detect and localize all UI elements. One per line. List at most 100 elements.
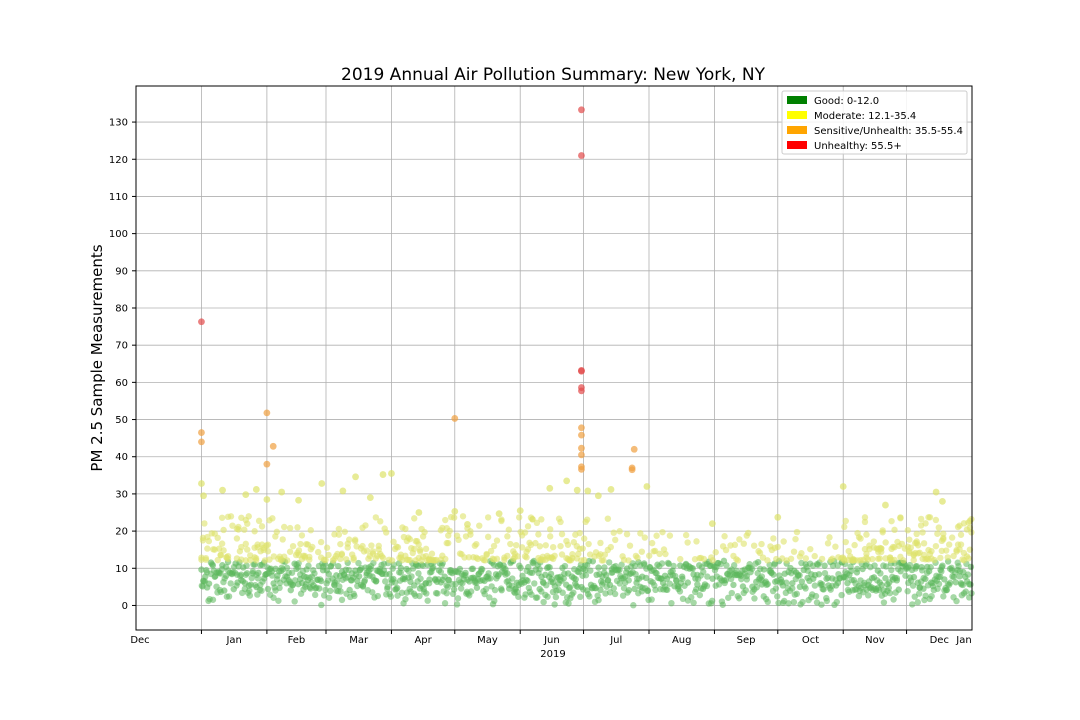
moderate-point [244, 546, 251, 553]
good-point [920, 585, 927, 592]
good-point [278, 567, 285, 575]
moderate-point [861, 514, 869, 521]
moderate-point [377, 518, 384, 525]
good-point [823, 575, 830, 582]
moderate-point [286, 524, 294, 532]
good-point [435, 567, 443, 574]
good-point [523, 576, 530, 584]
good-point [367, 565, 374, 573]
legend-swatch [787, 126, 807, 134]
good-point [848, 567, 855, 575]
good-point [967, 563, 975, 571]
moderate-point [220, 547, 227, 554]
y-tick-label: 60 [115, 378, 128, 389]
good-point [648, 596, 655, 603]
moderate-point [278, 488, 286, 496]
good-point [897, 568, 904, 575]
good-point [853, 569, 861, 576]
good-point [895, 586, 902, 593]
good-point [914, 579, 921, 586]
moderate-point [946, 541, 953, 548]
moderate-point [659, 528, 666, 536]
moderate-point [839, 483, 847, 490]
moderate-point [251, 528, 258, 535]
moderate-point [610, 529, 617, 536]
good-point [912, 563, 920, 570]
legend-label: Sensitive/Unhealth: 35.5-55.4 [814, 126, 963, 137]
moderate-point [335, 525, 343, 533]
moderate-point [891, 556, 898, 564]
moderate-point [445, 539, 452, 547]
good-point [652, 586, 659, 594]
good-point [270, 580, 277, 587]
moderate-point [323, 544, 331, 551]
moderate-point [495, 510, 503, 518]
moderate-point [914, 542, 922, 549]
moderate-point [906, 536, 913, 543]
good-point [276, 584, 283, 592]
good-point [540, 598, 547, 606]
good-point [430, 564, 437, 571]
good-point [882, 574, 889, 582]
y-tick-label: 70 [115, 341, 128, 352]
moderate-point [842, 538, 849, 546]
moderate-point [869, 555, 876, 563]
moderate-point [245, 513, 252, 520]
moderate-point [920, 540, 928, 547]
good-point [498, 586, 505, 594]
moderate-point [944, 554, 951, 561]
sensitive-point [263, 409, 271, 417]
moderate-point [934, 530, 941, 537]
moderate-point [861, 518, 869, 526]
moderate-point [281, 523, 288, 531]
y-tick-label: 90 [115, 266, 128, 277]
moderate-point [451, 507, 459, 515]
x-tick-label: Sep [737, 635, 756, 646]
moderate-point [829, 555, 836, 562]
moderate-point [379, 471, 387, 478]
moderate-point [493, 537, 501, 544]
moderate-point [580, 535, 588, 542]
good-point [684, 579, 692, 586]
moderate-point [950, 552, 957, 560]
good-point [270, 594, 277, 601]
moderate-point [937, 554, 944, 562]
good-point [595, 596, 602, 604]
legend-swatch [787, 141, 807, 149]
unhealthy-point [578, 152, 585, 159]
moderate-point [948, 534, 956, 541]
good-point [198, 566, 205, 573]
moderate-point [922, 520, 929, 527]
good-point [528, 591, 535, 598]
moderate-point [388, 470, 395, 477]
moderate-point [242, 491, 250, 499]
moderate-point [529, 515, 536, 523]
moderate-point [557, 518, 564, 526]
good-point [670, 562, 677, 570]
moderate-point [926, 514, 934, 521]
good-point [652, 569, 659, 577]
moderate-point [411, 545, 418, 553]
good-point [387, 593, 395, 600]
good-point [288, 569, 296, 576]
moderate-point [583, 516, 591, 523]
good-point [800, 566, 807, 574]
unhealthy-point [578, 106, 585, 114]
legend-swatch [787, 96, 807, 104]
moderate-point [415, 509, 423, 516]
x-tick-label: Dec [930, 635, 949, 646]
moderate-point [910, 556, 917, 564]
good-point [688, 564, 695, 572]
moderate-point [337, 540, 344, 548]
good-point [225, 593, 233, 600]
x-axis-label: 2019 [540, 649, 565, 660]
moderate-point [352, 473, 359, 481]
good-point [566, 584, 574, 591]
x-tick-label: Jan [955, 635, 971, 646]
moderate-point [238, 543, 245, 551]
moderate-point [318, 480, 326, 487]
moderate-point [473, 540, 480, 548]
y-tick-label: 50 [115, 415, 128, 426]
good-point [819, 585, 826, 593]
moderate-point [366, 494, 374, 502]
